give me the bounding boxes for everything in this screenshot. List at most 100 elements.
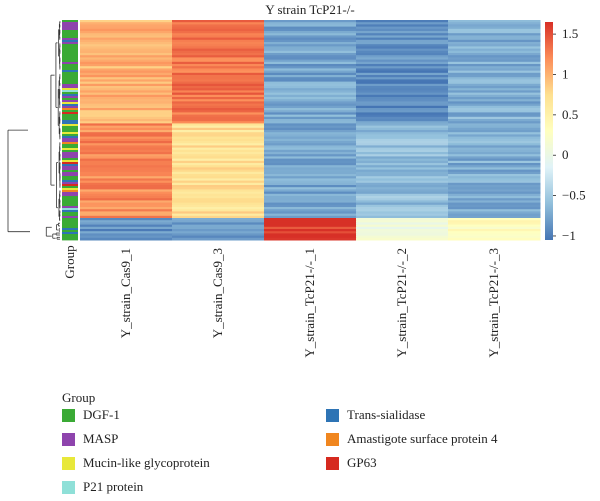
legend-item: GP63 — [326, 455, 377, 471]
heatmap-cell — [172, 119, 265, 122]
heatmap-cell — [264, 26, 357, 30]
heatmap-cell — [172, 176, 265, 179]
heatmap-cell — [356, 169, 449, 173]
heatmap-cell — [80, 163, 173, 166]
heatmap-cell — [172, 66, 265, 69]
heatmap-cell — [80, 26, 173, 30]
heatmap-cell — [172, 200, 265, 204]
column-label: Y_strain_TcP21-/-_3 — [486, 248, 501, 358]
heatmap-cell — [264, 169, 357, 173]
heatmap-cell — [448, 116, 541, 120]
legend-swatch — [62, 432, 75, 446]
heatmap-cell — [172, 57, 265, 61]
heatmap-cell — [356, 90, 449, 94]
heatmap-cell — [264, 72, 357, 76]
heatmap-cell — [448, 28, 541, 32]
heatmap-cell — [356, 171, 449, 175]
heatmap-cell — [172, 112, 265, 116]
heatmap-cell — [356, 182, 449, 186]
heatmap-cell — [80, 209, 173, 212]
annotation-cell — [62, 96, 78, 99]
heatmap-cell — [172, 222, 265, 226]
heatmap-cell — [448, 66, 541, 69]
heatmap-cell — [172, 204, 265, 208]
heatmap-cell — [80, 193, 173, 197]
heatmap-cell — [356, 158, 449, 162]
heatmap-cell — [172, 127, 265, 131]
annotation-cell — [62, 114, 78, 117]
heatmap-cell — [172, 83, 265, 87]
heatmap-cell — [448, 68, 541, 72]
legend-item: P21 protein — [62, 479, 143, 495]
heatmap-cell — [448, 121, 541, 124]
heatmap-cell — [264, 125, 357, 129]
annotation-cell — [62, 70, 78, 73]
heatmap-cell — [172, 55, 265, 58]
annotation-cell — [62, 116, 78, 119]
heatmap-cell — [80, 134, 173, 138]
colorbar-tick-label: 1 — [562, 66, 569, 81]
heatmap-cell — [80, 149, 173, 153]
heatmap-cell — [172, 37, 265, 41]
heatmap-cell — [264, 50, 357, 54]
column-label: Y_strain_Cas9_1 — [118, 248, 133, 338]
heatmap-cell — [80, 143, 173, 146]
heatmap-cell — [172, 114, 265, 118]
heatmap-cell — [172, 158, 265, 162]
annotation-cell — [62, 228, 78, 231]
heatmap-cell — [448, 99, 541, 102]
heatmap-cell — [172, 88, 265, 91]
heatmap-cell — [172, 130, 265, 133]
heatmap-cell — [356, 185, 449, 188]
heatmap-cell — [80, 189, 173, 193]
colorbar-tick-label: 0.5 — [562, 107, 578, 122]
heatmap-cell — [80, 88, 173, 91]
heatmap-cell — [80, 165, 173, 168]
heatmap-cell — [80, 24, 173, 28]
heatmap-cell — [80, 156, 173, 160]
heatmap-cell — [80, 158, 173, 162]
heatmap-cell — [356, 70, 449, 74]
heatmap-cell — [264, 83, 357, 87]
annotation-cell — [62, 50, 78, 53]
heatmap-cell — [264, 86, 357, 89]
heatmap-cell — [80, 83, 173, 87]
heatmap-cell — [448, 86, 541, 89]
heatmap-cell — [172, 64, 265, 67]
heatmap-cell — [448, 237, 541, 241]
heatmap-cell — [448, 226, 541, 230]
heatmap-cell — [356, 88, 449, 91]
annotation-cell — [62, 214, 78, 217]
annotation-cell — [62, 166, 78, 169]
heatmap-cell — [356, 33, 449, 36]
heatmap-cell — [80, 138, 173, 142]
heatmap-cell — [448, 235, 541, 239]
heatmap-cell — [264, 147, 357, 151]
heatmap-cell — [172, 136, 265, 140]
heatmap-cell — [356, 198, 449, 201]
heatmap-cell — [264, 224, 357, 228]
heatmap-cell — [80, 81, 173, 85]
heatmap-cell — [264, 119, 357, 122]
heatmap-cell — [80, 53, 173, 56]
column-label: Y_strain_Cas9_3 — [210, 248, 225, 338]
heatmap-cell — [448, 171, 541, 175]
colorbar-tick-label: −1 — [562, 228, 576, 243]
heatmap-cell — [264, 37, 357, 41]
annotation-cell — [62, 210, 78, 213]
heatmap-cell — [448, 149, 541, 153]
heatmap-cell — [80, 213, 173, 217]
heatmap-cell — [172, 226, 265, 230]
heatmap-cell — [264, 218, 357, 221]
heatmap-cell — [264, 174, 357, 177]
heatmap-cell — [264, 53, 357, 56]
annotation-cell — [62, 160, 78, 163]
heatmap-cell — [448, 176, 541, 179]
heatmap-cell — [448, 224, 541, 228]
annotation-cell — [62, 224, 78, 227]
heatmap-cell — [264, 145, 357, 149]
annotation-cell — [62, 112, 78, 115]
heatmap-cell — [356, 136, 449, 140]
heatmap-cell — [356, 204, 449, 208]
legend-item: MASP — [62, 431, 118, 447]
